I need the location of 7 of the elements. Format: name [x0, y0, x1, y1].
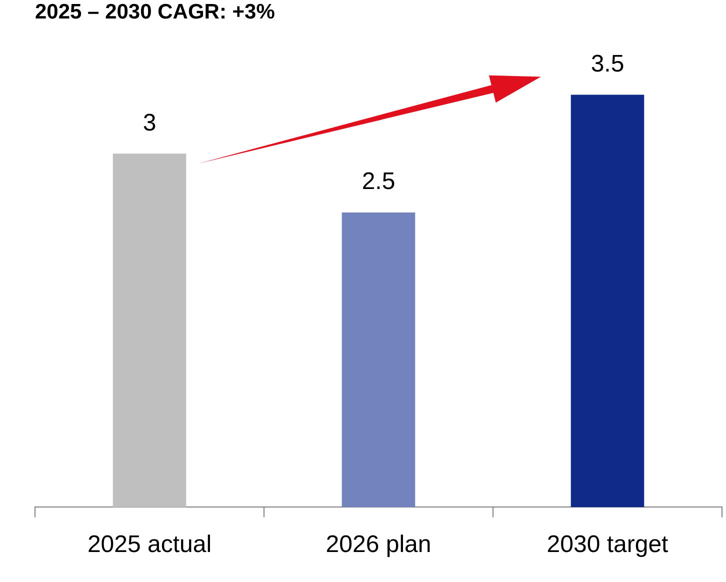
x-tick-label: 2026 plan	[326, 531, 432, 558]
x-tick-label: 2025 actual	[87, 531, 212, 558]
x-tick-label: 2030 target	[546, 531, 669, 558]
data-label: 3.5	[590, 50, 624, 78]
data-label: 2.5	[362, 168, 396, 196]
data-label: 3	[142, 109, 156, 136]
chart-title: 2025 – 2030 CAGR: +3%	[35, 0, 276, 24]
